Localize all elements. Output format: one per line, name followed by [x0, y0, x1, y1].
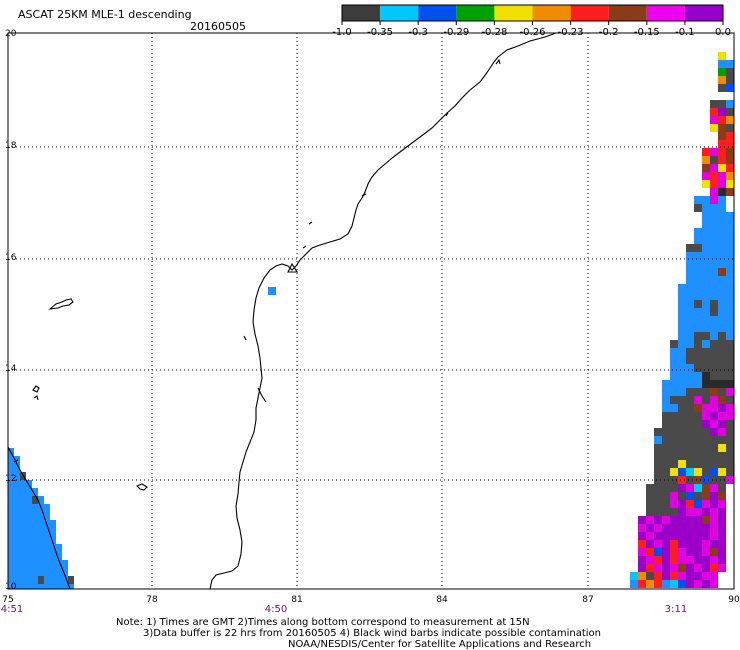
- legend-swatch: [494, 5, 533, 21]
- legend-tick-label: -0.29: [443, 27, 470, 38]
- legend-tick-label: -1.0: [332, 27, 352, 38]
- note-line-1: Note: 1) Times are GMT 2)Times along bot…: [116, 617, 530, 628]
- legend-tick-label: -0.1: [675, 27, 695, 38]
- lat-label: 12: [5, 474, 16, 484]
- coastline: [7, 32, 557, 590]
- legend-swatch: [646, 5, 685, 21]
- lon-label: 87: [582, 595, 593, 605]
- legend-swatch: [380, 5, 419, 21]
- pass-time-label: 3:11: [665, 604, 687, 615]
- map-frame: [7, 32, 735, 590]
- legend-tick-label: -0.26: [519, 27, 546, 38]
- lat-lon-grid: [8, 33, 734, 589]
- legend-tick-label: -0.28: [481, 27, 508, 38]
- lon-label: 75: [2, 595, 13, 605]
- lon-label: 78: [146, 595, 158, 605]
- legend-swatch: [608, 5, 647, 21]
- legend-swatch: [532, 5, 571, 21]
- data-pixels: [8, 52, 734, 589]
- pass-time-label: 4:51: [1, 604, 23, 615]
- legend-tick-label: -0.23: [557, 27, 584, 38]
- legend-tick-label: -0.2: [598, 27, 619, 38]
- legend-swatch: [418, 5, 457, 21]
- legend-swatch: [456, 5, 495, 21]
- axis-labels: 20 18 16 14 12 10 75 78 81 84 87 90 4:51 4:50 3:11: [1, 29, 740, 615]
- lat-label: 20: [5, 29, 17, 39]
- lon-label: 90: [728, 595, 740, 605]
- product-date: 20160505: [190, 20, 246, 33]
- lat-label: 18: [5, 141, 17, 151]
- lon-label: 84: [436, 595, 448, 605]
- note-line-3: NOAA/NESDIS/Center for Satellite Applica…: [288, 639, 592, 650]
- legend-swatch: [570, 5, 609, 21]
- legend-tick-label: 0.0: [715, 27, 731, 38]
- lat-label: 10: [5, 582, 17, 592]
- lon-label: 81: [291, 595, 302, 605]
- product-title: ASCAT 25KM MLE-1 descending: [18, 8, 192, 21]
- legend-tick-label: -0.15: [633, 27, 660, 38]
- lat-label: 14: [5, 364, 17, 374]
- legend-swatch: [684, 5, 723, 21]
- color-legend-bar: [341, 4, 724, 25]
- note-line-2: 3)Data buffer is 22 hrs from 20160505 4)…: [143, 628, 601, 639]
- lat-label: 16: [5, 253, 17, 263]
- legend-tick-label: -0.3: [408, 27, 428, 38]
- legend-tick-label: -0.35: [367, 27, 394, 38]
- legend-swatch: [342, 5, 381, 21]
- pass-time-label: 4:50: [265, 604, 287, 615]
